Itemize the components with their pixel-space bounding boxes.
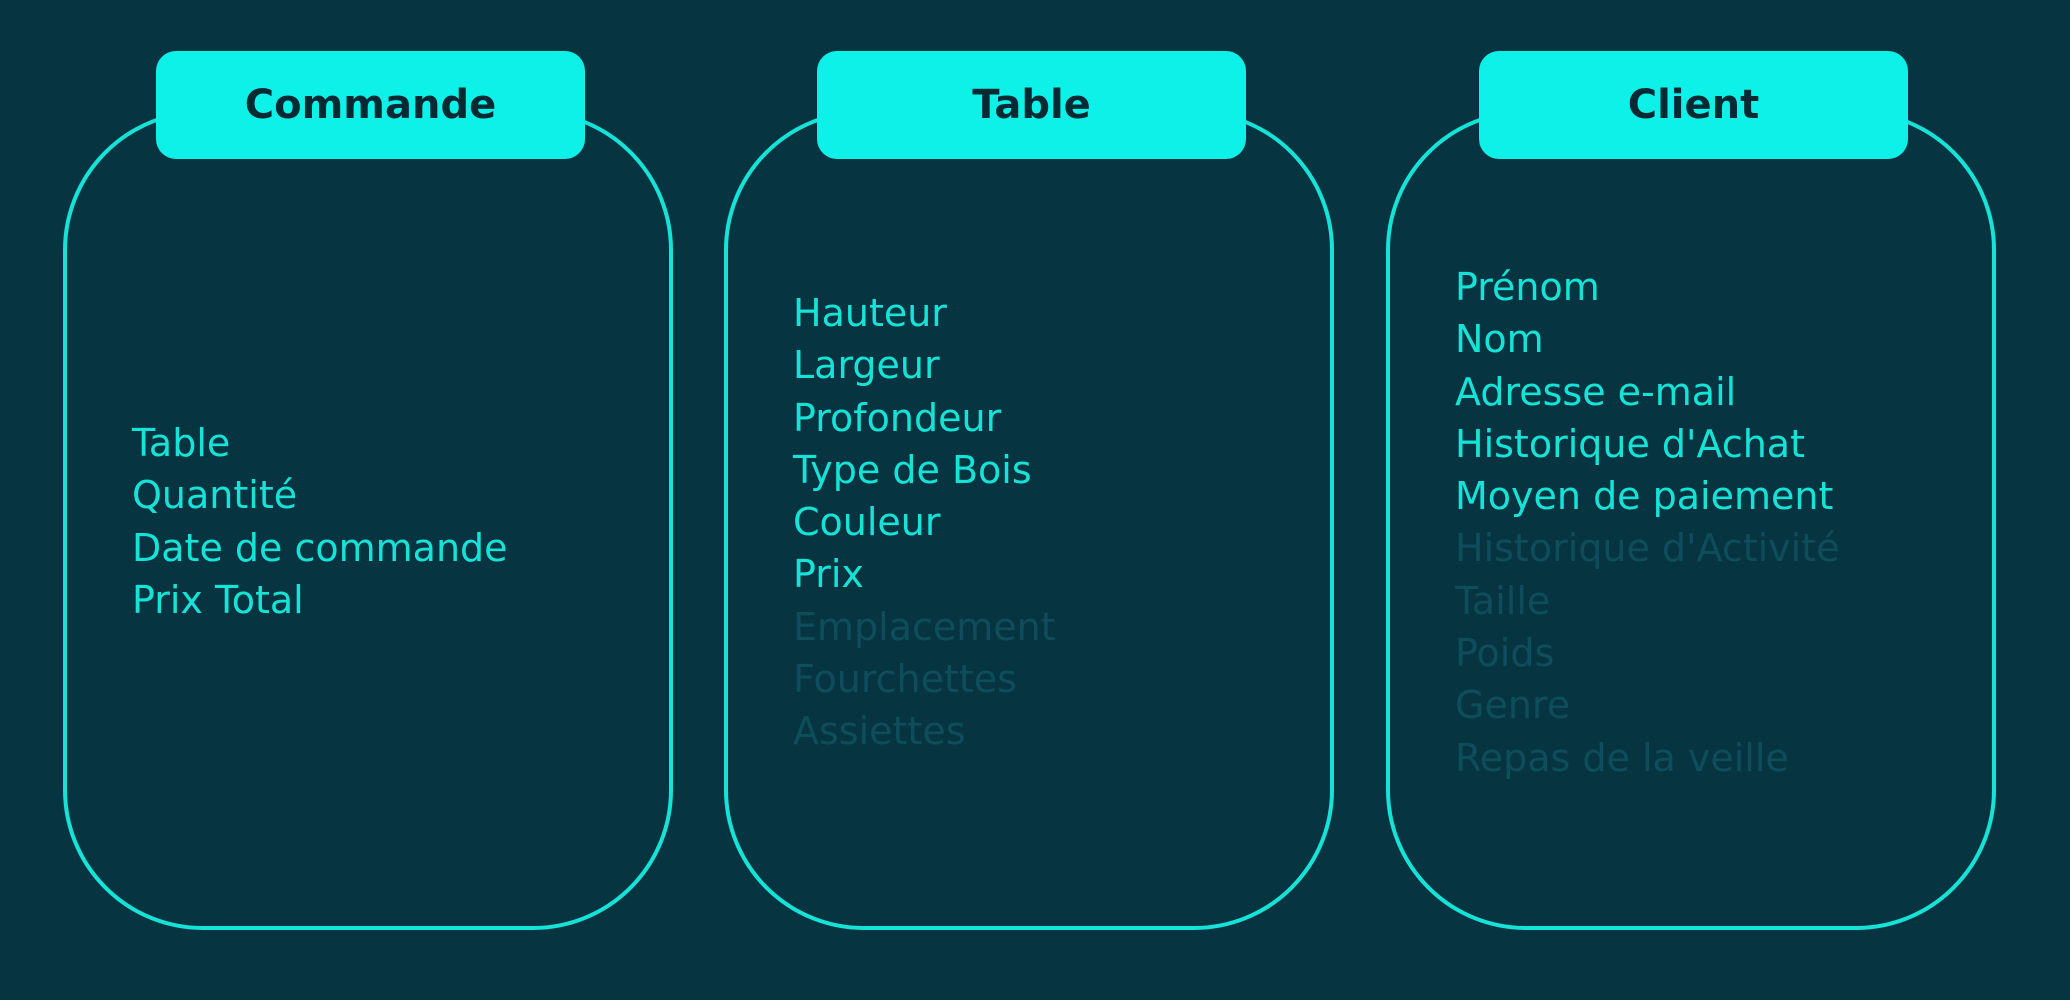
field-item-muted: Assiettes (793, 709, 966, 754)
field-item: Prix Total (132, 577, 304, 622)
field-item: Nom (1455, 317, 1544, 362)
field-item-muted: Repas de la veille (1455, 735, 1789, 780)
entity-title-table: Table (817, 51, 1246, 159)
field-item: Quantité (132, 473, 298, 518)
field-item: Prix (793, 552, 864, 597)
field-list-client: Prénom Nom Adresse e-mail Historique d'Acha… (1455, 261, 1840, 784)
field-item: Adresse e-mail (1455, 369, 1737, 414)
field-list-commande: Table Quantité Date de commande Prix Total (132, 417, 508, 626)
field-item: Table (132, 421, 231, 465)
field-item: Moyen de paiement (1455, 474, 1834, 519)
field-item: Date de commande (132, 525, 508, 570)
field-item: Prénom (1455, 265, 1600, 309)
field-item: Historique d'Achat (1455, 421, 1805, 466)
field-item-muted: Taille (1455, 578, 1551, 623)
field-item: Largeur (793, 343, 940, 388)
field-item: Couleur (793, 500, 941, 545)
field-item-muted: Fourchettes (793, 657, 1017, 702)
field-item: Hauteur (793, 291, 947, 335)
field-item: Profondeur (793, 395, 1002, 440)
entity-title-client: Client (1479, 51, 1908, 159)
field-item-muted: Genre (1455, 683, 1571, 728)
entity-title-commande: Commande (156, 51, 585, 159)
field-list-table: Hauteur Largeur Profondeur Type de Bois Coul… (793, 287, 1056, 758)
field-item: Type de Bois (793, 447, 1032, 492)
field-item-muted: Poids (1455, 631, 1555, 676)
field-item-muted: Historique d'Activité (1455, 526, 1840, 571)
field-item-muted: Emplacement (793, 604, 1056, 649)
